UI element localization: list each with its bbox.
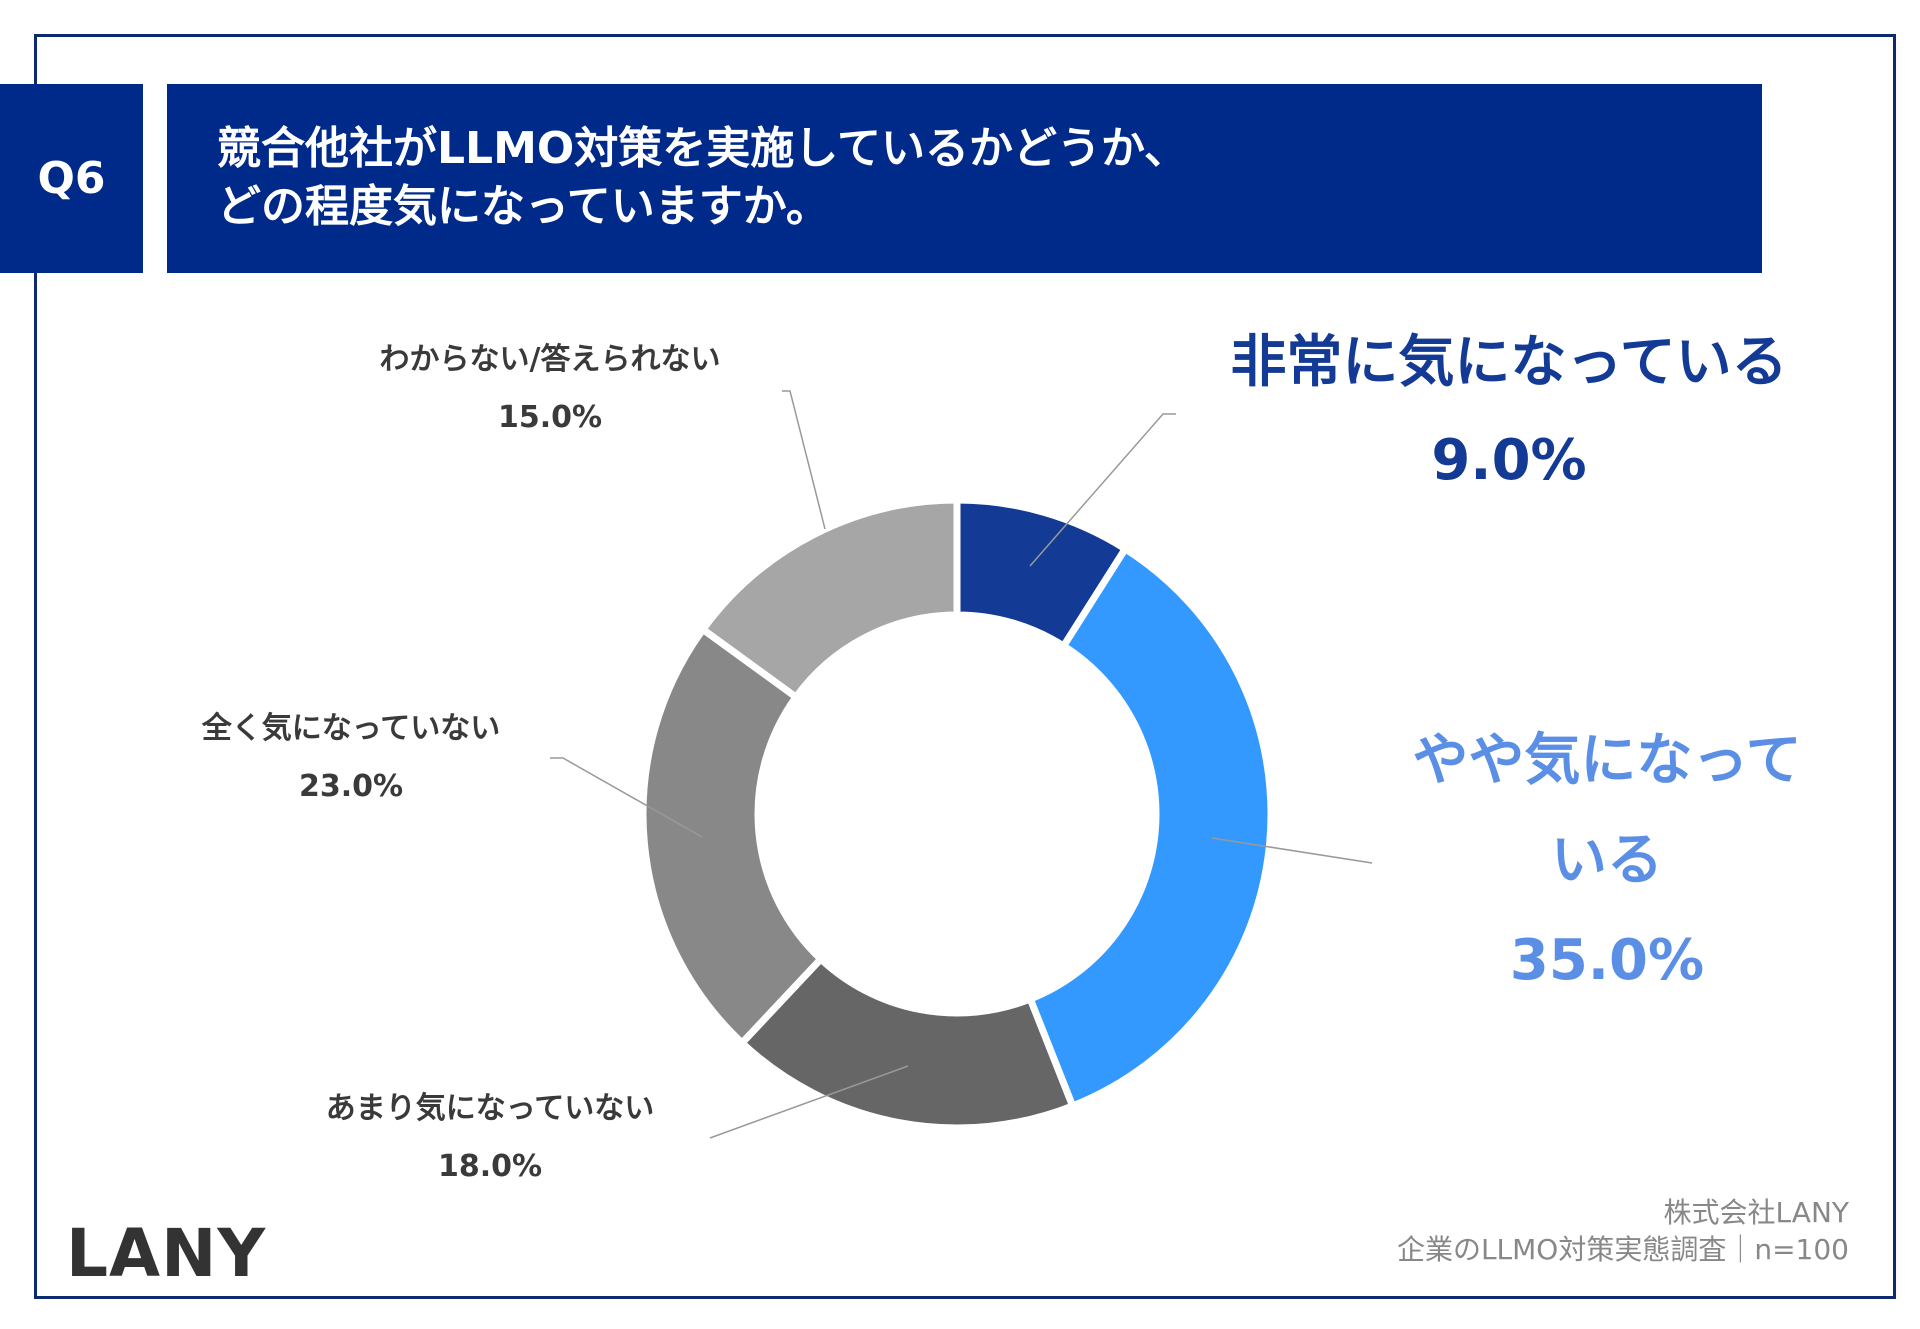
label-value: 18.0% xyxy=(437,1149,543,1184)
label-text: あまり気になっていない xyxy=(325,1091,655,1126)
leader-line xyxy=(1029,413,1176,567)
leader-line xyxy=(709,1065,909,1139)
question-title: 競合他社がLLMO対策を実施しているかどうか、 どの程度気になっていますか。 xyxy=(167,84,1762,273)
label-text: 全く気になっていない xyxy=(201,711,501,746)
leader-line xyxy=(1211,837,1373,864)
label-value: 35.0% xyxy=(1509,928,1705,993)
lany-logo: LANY xyxy=(66,1215,267,1292)
label-unknown: わからない/答えられない 15.0% xyxy=(380,331,721,447)
donut-slice xyxy=(639,624,826,1048)
leader-line xyxy=(782,390,826,530)
label-text: わからない/答えられない xyxy=(379,342,721,377)
donut-slice xyxy=(698,496,961,702)
label-text: やや気になって xyxy=(1412,728,1802,793)
label-value: 15.0% xyxy=(497,400,603,435)
footer-survey: 企業のLLMO対策実態調査｜n=100 xyxy=(1396,1233,1849,1266)
title-line-2: どの程度気になっていますか。 xyxy=(217,181,830,232)
label-somewhat: やや気になって いる 35.0% xyxy=(1412,711,1801,1011)
label-value: 9.0% xyxy=(1431,428,1587,493)
donut-slice xyxy=(737,954,1078,1132)
slide-frame xyxy=(34,34,1896,1299)
footer-company: 株式会社LANY xyxy=(1663,1196,1849,1229)
donut-slice xyxy=(1025,544,1275,1111)
title-line-1: 競合他社がLLMO対策を実施しているかどうか、 xyxy=(217,123,1189,174)
label-text: 非常に気になっている xyxy=(1230,330,1788,395)
leader-line xyxy=(550,757,703,838)
label-notatall: 全く気になっていない 23.0% xyxy=(202,700,501,816)
label-notmuch: あまり気になっていない 18.0% xyxy=(326,1080,655,1196)
question-number: Q6 xyxy=(0,84,143,273)
label-text-2: いる xyxy=(1550,828,1663,893)
label-very: 非常に気になっている 9.0% xyxy=(1230,314,1787,510)
label-value: 23.0% xyxy=(298,769,404,804)
footer-source: 株式会社LANY 企業のLLMO対策実態調査｜n=100 xyxy=(1397,1194,1849,1268)
